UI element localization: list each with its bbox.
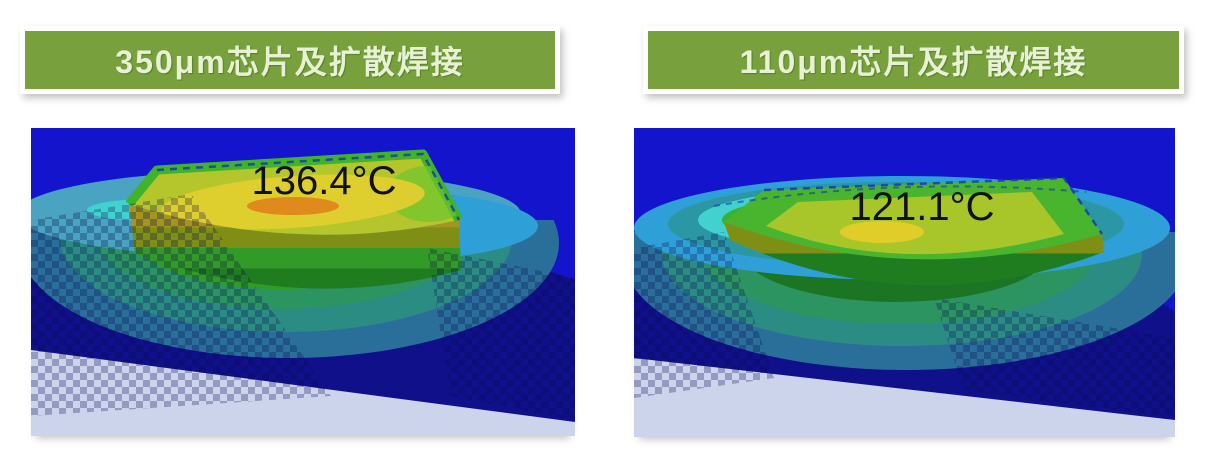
- checker-overlay-left: [31, 194, 331, 416]
- thermal-scene-110um: 121.1°C: [634, 128, 1175, 437]
- mesh-rim-dashes: [713, 185, 1087, 207]
- checker-overlay-right: [934, 298, 1175, 418]
- chip-top-overlays: [766, 192, 1064, 255]
- banner-110um: 110μm芯片及扩散焊接: [643, 26, 1184, 94]
- temperature-label-350um: 136.4°C: [252, 159, 397, 203]
- checker-overlay-right: [427, 248, 575, 420]
- chip-top-yellowgreen-zone: [766, 192, 1064, 255]
- temperature-label-110um: 121.1°C: [850, 185, 995, 229]
- chip-block-110um: [713, 176, 1104, 286]
- checker-overlay-left: [634, 232, 774, 398]
- mesh-edge-dashes: [156, 152, 461, 221]
- thermal-view-110um: 121.1°C: [634, 128, 1175, 437]
- chip-front-face: [724, 222, 1104, 286]
- thermal-scene-350um: 136.4°C: [31, 128, 575, 436]
- hotspot-orange: [247, 197, 339, 215]
- thermal-view-350um: 136.4°C: [31, 128, 575, 436]
- banner-350um-label: 350μm芯片及扩散焊接: [115, 44, 465, 80]
- banner-350um: 350μm芯片及扩散焊接: [20, 26, 560, 94]
- hotspot-yellow: [840, 221, 924, 243]
- banner-110um-label: 110μm芯片及扩散焊接: [739, 44, 1088, 80]
- mesh-edge-dashes: [763, 176, 1104, 235]
